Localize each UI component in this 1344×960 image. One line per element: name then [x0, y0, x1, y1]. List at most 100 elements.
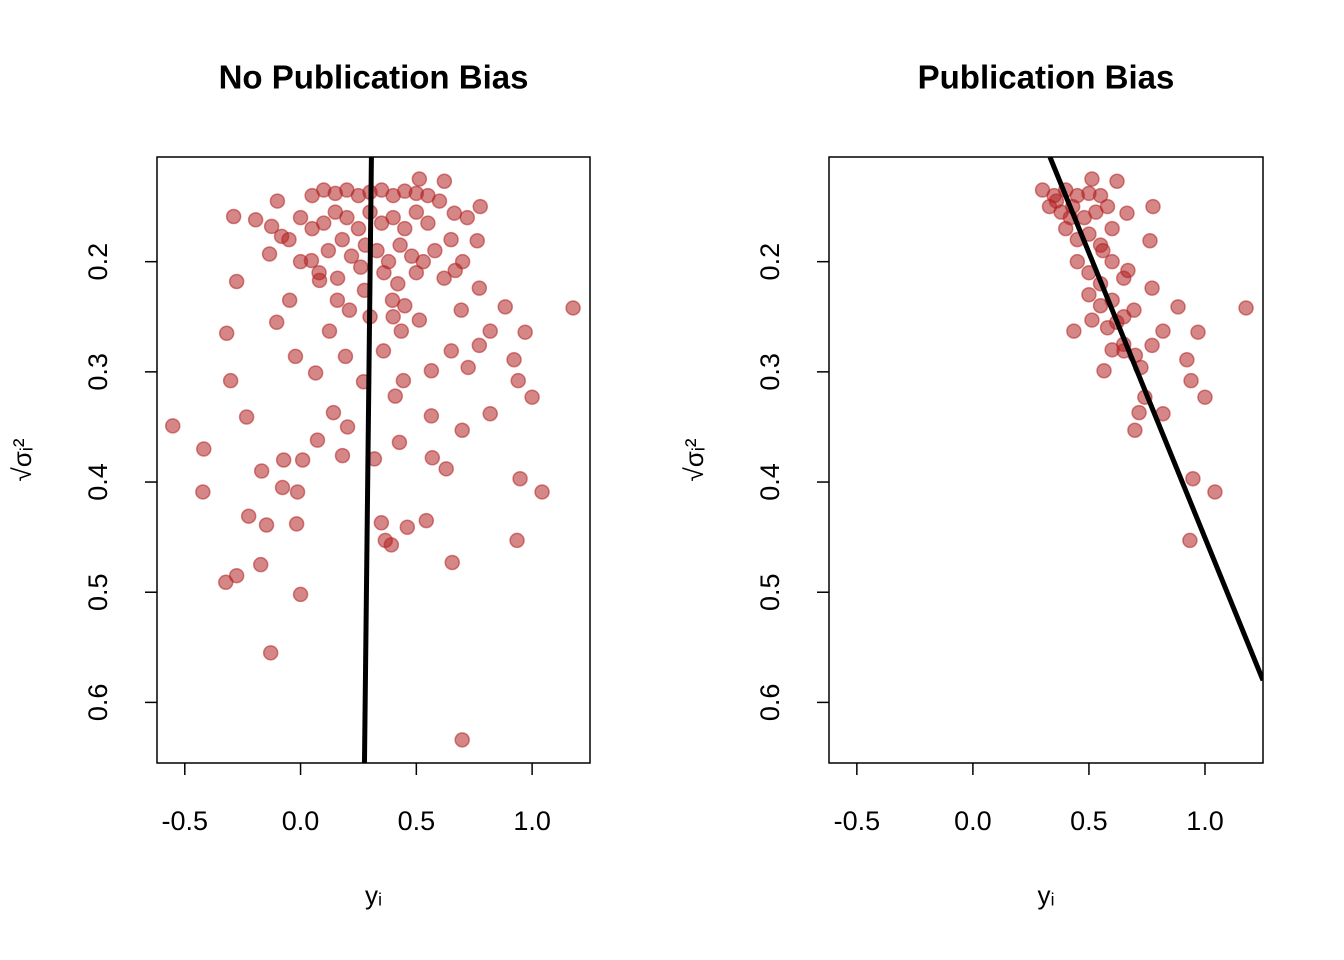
point	[446, 205, 463, 221]
x-tick-label: 1.0	[513, 806, 551, 836]
plot-area	[164, 157, 581, 763]
x-tick-label: 0.0	[954, 806, 992, 836]
x-tick-label: 0.5	[398, 806, 436, 836]
point	[196, 441, 212, 457]
y-tick-label: 0.2	[755, 243, 785, 281]
plot-frame	[156, 156, 591, 764]
point	[268, 314, 285, 331]
point	[321, 323, 338, 339]
point	[1066, 323, 1082, 339]
x-tick-label: 0.5	[1070, 806, 1108, 836]
point	[1207, 484, 1223, 500]
point	[309, 432, 326, 448]
x-axis-label: yᵢ	[365, 880, 382, 910]
x-tick-label: -0.5	[162, 806, 209, 836]
point	[228, 567, 245, 584]
point	[387, 388, 404, 404]
point	[453, 302, 470, 318]
point	[287, 348, 304, 365]
x-axis-label: yᵢ	[1037, 880, 1054, 910]
y-tick-label: 0.4	[83, 463, 113, 501]
point	[1109, 173, 1125, 189]
point	[482, 405, 498, 422]
plot-frame	[828, 156, 1264, 764]
y-tick-label: 0.5	[755, 573, 785, 611]
point	[228, 273, 245, 290]
point	[397, 297, 413, 314]
point	[341, 302, 358, 318]
point	[395, 372, 412, 389]
point	[436, 173, 453, 189]
y-tick-label: 0.3	[755, 353, 785, 391]
point	[329, 270, 346, 286]
point	[1115, 270, 1132, 286]
point	[469, 232, 485, 249]
point	[1099, 198, 1116, 215]
point	[1092, 187, 1109, 204]
point	[258, 517, 275, 533]
point	[454, 422, 470, 439]
point	[294, 452, 311, 468]
point	[353, 259, 369, 275]
point	[247, 212, 264, 228]
point	[454, 732, 470, 748]
point	[343, 248, 360, 264]
point	[269, 193, 286, 209]
panel: Publication Bias yᵢ √σᵢ² -0.5 0.0 0.5 1.0 0.2 0.…	[679, 59, 1264, 910]
y-tick-label: 0.4	[755, 463, 785, 501]
point	[443, 231, 459, 248]
chart-title: No Publication Bias	[219, 59, 529, 96]
point	[1084, 312, 1100, 328]
fit-line	[1047, 157, 1263, 682]
point	[424, 450, 441, 466]
point	[423, 408, 440, 424]
point	[1119, 205, 1135, 221]
point	[339, 419, 356, 435]
plot-area	[1034, 157, 1263, 682]
point	[292, 586, 309, 603]
point	[415, 253, 432, 270]
point	[1182, 532, 1198, 549]
point	[472, 198, 488, 215]
point	[262, 645, 279, 661]
point	[1131, 404, 1147, 421]
y-tick-label: 0.2	[83, 243, 113, 281]
point	[444, 554, 460, 571]
point	[385, 209, 401, 226]
point	[397, 220, 413, 237]
point	[443, 343, 460, 359]
x-tick-label: 1.0	[1186, 806, 1224, 836]
point	[195, 484, 211, 500]
point	[399, 519, 416, 535]
point	[307, 365, 324, 381]
fit-line	[361, 157, 374, 763]
point	[436, 270, 452, 286]
point	[471, 337, 488, 354]
point	[460, 359, 476, 376]
point	[252, 556, 269, 573]
point	[218, 325, 235, 342]
point	[222, 372, 239, 389]
point	[1155, 323, 1171, 339]
point	[438, 461, 454, 477]
point	[391, 434, 408, 451]
point	[524, 389, 540, 405]
point	[311, 264, 327, 281]
point	[238, 409, 255, 425]
point	[292, 253, 309, 270]
point	[1190, 324, 1206, 340]
point	[1104, 253, 1120, 270]
point	[423, 363, 440, 379]
point	[377, 532, 394, 549]
point	[1144, 280, 1160, 296]
point	[337, 348, 354, 365]
point	[315, 215, 332, 231]
point	[334, 447, 351, 464]
point	[261, 246, 278, 262]
point	[1069, 253, 1086, 270]
point	[408, 204, 425, 220]
point	[329, 292, 346, 308]
point	[1144, 337, 1160, 354]
